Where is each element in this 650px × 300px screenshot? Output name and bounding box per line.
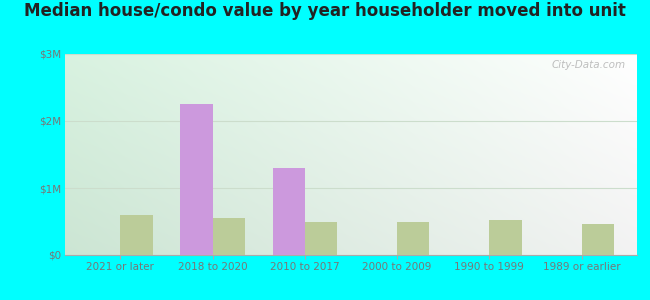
Bar — [397, 221, 430, 255]
Bar — [180, 104, 213, 255]
Bar — [582, 224, 614, 255]
Bar — [213, 218, 245, 255]
Bar — [120, 215, 153, 255]
Bar — [272, 168, 305, 255]
Bar — [305, 221, 337, 255]
Bar — [489, 220, 522, 255]
Text: City-Data.com: City-Data.com — [551, 60, 625, 70]
Text: Median house/condo value by year householder moved into unit: Median house/condo value by year househo… — [24, 2, 626, 20]
